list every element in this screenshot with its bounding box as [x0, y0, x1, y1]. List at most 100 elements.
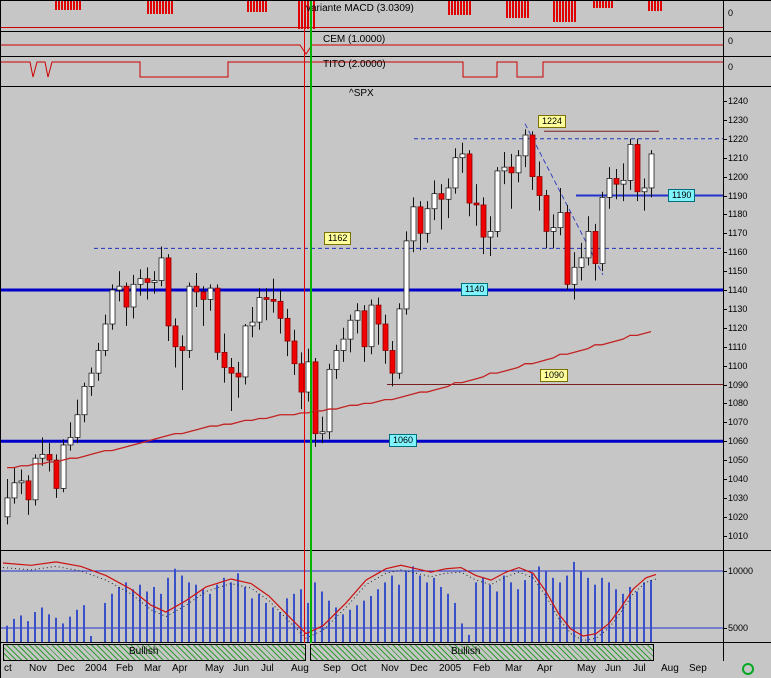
month-label-Dec: Dec [410, 663, 428, 674]
candle-body [18, 480, 25, 484]
candle-body [158, 257, 165, 281]
volume-bar [160, 593, 162, 642]
macd-histogram-bar [250, 1, 252, 12]
candle-body [95, 350, 102, 374]
candle-body [431, 193, 438, 210]
month-label-Jul: Jul [633, 663, 646, 674]
volume-bar [146, 591, 148, 642]
macd-histogram-bar [611, 1, 613, 8]
macd-histogram-bar [574, 1, 576, 22]
volume-bar [363, 600, 365, 642]
macd-histogram-bar [147, 1, 149, 14]
macd-panel[interactable] [1, 1, 723, 31]
month-label-Feb: Feb [116, 663, 134, 674]
macd-histogram-bar [165, 1, 167, 14]
volume-bar [6, 625, 8, 642]
price-tick [723, 460, 727, 462]
candle-body [599, 196, 606, 264]
price-tick [723, 327, 727, 329]
volume-bar [314, 582, 316, 642]
month-label-May: May [577, 663, 596, 674]
volume-bar [489, 584, 491, 642]
macd-histogram-bar [64, 1, 66, 10]
cem-line [1, 44, 723, 55]
macd-histogram-bar [150, 1, 152, 14]
volume-bar [629, 586, 631, 642]
volume-bar [181, 575, 183, 642]
candle-body [284, 317, 291, 342]
macd-panel-title: variante MACD (3.0309) [306, 3, 414, 14]
month-label-Jun: Jun [233, 663, 250, 674]
volume-bar [559, 582, 561, 642]
candle-body [466, 153, 473, 204]
symbol-label: ^SPX [349, 88, 374, 99]
price-tick [723, 157, 727, 159]
macd-histogram-bar [565, 1, 567, 22]
volume-bar [55, 617, 57, 642]
cem-zero-label: 0 [728, 36, 734, 46]
macd-histogram-bar [651, 1, 653, 11]
volume-bar [377, 589, 379, 642]
price-label-1090: 1090 [728, 379, 749, 390]
cem-panel-title: CEM (1.0000) [323, 34, 386, 45]
volume-tick [723, 628, 727, 629]
volume-bar [636, 591, 638, 642]
candle-body [396, 308, 403, 374]
month-label-Nov: Nov [381, 663, 399, 674]
volume-bar [20, 615, 22, 642]
candle-body [32, 457, 39, 501]
price-label-1220: 1220 [728, 133, 749, 144]
candle-body [452, 157, 459, 189]
macd-histogram-bar [259, 1, 261, 12]
volume-bar [125, 582, 127, 642]
macd-histogram-bar [247, 1, 249, 12]
volume-bar [223, 577, 225, 642]
price-chart[interactable] [1, 87, 723, 550]
price-label-1020: 1020 [728, 511, 749, 522]
macd-histogram-bar [660, 1, 662, 11]
volume-bar [195, 584, 197, 642]
macd-histogram-bar [466, 1, 468, 15]
month-label-Oct: Oct [351, 663, 367, 674]
volume-bar [237, 573, 239, 642]
candle-body [249, 321, 256, 327]
macd-histogram-bar [605, 1, 607, 8]
volume-bar [468, 634, 470, 642]
candle-body [361, 310, 368, 348]
volume-bar [118, 586, 120, 642]
macd-histogram-bar [70, 1, 72, 10]
panel-divider [1, 642, 771, 643]
macd-histogram-bar [301, 1, 303, 29]
volume-bar [27, 621, 29, 642]
macd-histogram-bar [307, 1, 309, 29]
candle-body [214, 287, 221, 353]
volume-bar [650, 580, 652, 642]
volume-bar [111, 593, 113, 642]
volume-bar [202, 589, 204, 642]
candle-body [151, 280, 158, 283]
cem-panel[interactable] [1, 32, 723, 56]
price-tick [723, 384, 727, 386]
volume-bar [580, 571, 582, 642]
month-label-Sep: Sep [323, 663, 341, 674]
macd-histogram-bar [521, 1, 523, 18]
volume-bar [405, 571, 407, 642]
macd-histogram-bar [55, 1, 57, 10]
macd-histogram-bar [76, 1, 78, 10]
price-label-1150: 1150 [728, 266, 748, 277]
volume-bar [517, 589, 519, 642]
macd-histogram-bar [67, 1, 69, 10]
price-label-1100: 1100 [728, 360, 748, 371]
candle-body [368, 304, 375, 348]
price-label-1190: 1190 [728, 190, 748, 201]
candle-body [487, 231, 494, 238]
candle-body [347, 319, 354, 340]
macd-histogram-bar [253, 1, 255, 12]
volume-panel[interactable] [1, 551, 723, 642]
price-label-1140: 1140 [728, 285, 748, 295]
price-tick [723, 365, 727, 367]
candle-body [438, 193, 445, 200]
macd-histogram-bar [79, 1, 81, 10]
tito-panel[interactable] [1, 57, 723, 86]
bullish-segment-2 [310, 644, 654, 661]
